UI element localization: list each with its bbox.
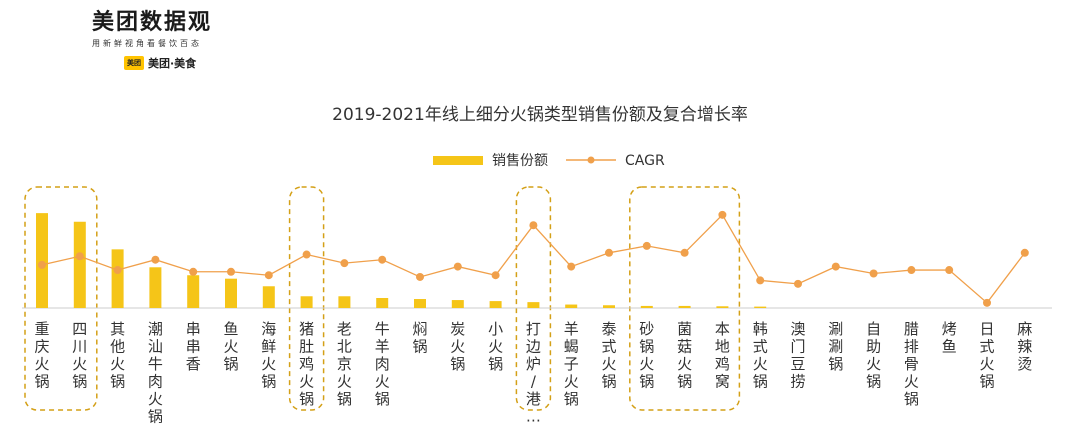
cagr-point [113, 266, 122, 275]
cagr-point [869, 269, 878, 278]
cagr-point [340, 259, 349, 268]
category-label: 焖锅 [412, 320, 427, 356]
category-label: 串串香 [186, 320, 201, 373]
category-label: 猪肚鸡火锅 [299, 320, 314, 408]
logo-main-text: 美团数据观 [92, 10, 213, 35]
bar [754, 306, 767, 308]
cagr-point [264, 271, 273, 280]
category-label: 鱼火锅 [223, 320, 238, 373]
bar [414, 299, 426, 308]
category-label: 烤鱼 [942, 320, 957, 356]
cagr-point [227, 267, 235, 276]
legend-line-label: CAGR [625, 153, 665, 169]
category-label: 海鲜火锅 [261, 320, 276, 391]
bar [187, 275, 200, 308]
cagr-point [38, 260, 46, 269]
category-label: 牛羊肉火锅 [375, 320, 390, 408]
brand-badge-icon: 美团 [124, 56, 144, 70]
chart-title: 2019-2021年线上细分火锅类型销售份额及复合增长率 [332, 105, 748, 125]
bar [451, 300, 464, 308]
bar [225, 278, 237, 308]
bar [640, 305, 653, 308]
cagr-point [642, 241, 651, 250]
logo: 美团数据观 用新鲜视角看餐饮百态 美团 美团·美食 [92, 10, 272, 80]
cagr-point [378, 255, 387, 264]
bar [262, 286, 275, 308]
legend-bar-swatch [433, 156, 483, 165]
bar [716, 306, 729, 308]
cagr-point [302, 250, 311, 259]
cagr-point [756, 276, 765, 285]
bar [338, 296, 351, 308]
logo-brand: 美团 美团·美食 [124, 55, 272, 71]
bar [376, 297, 389, 308]
cagr-point [605, 248, 613, 257]
bar [678, 305, 691, 308]
logo-tagline: 用新鲜视角看餐饮百态 [92, 39, 202, 48]
cagr-point [416, 272, 424, 281]
category-label: 腊排骨火锅 [904, 320, 919, 408]
category-label: 韩式火锅 [753, 320, 768, 391]
category-label: 麻辣烫 [1017, 320, 1032, 373]
cagr-point [680, 248, 689, 257]
highlight-box [629, 186, 741, 411]
cagr-point [718, 210, 727, 219]
bar [565, 304, 578, 308]
bar [603, 305, 615, 308]
category-label: 本地鸡窝 [715, 320, 730, 391]
cagr-point [794, 279, 802, 288]
highlight-box [515, 186, 552, 411]
cagr-point [907, 266, 916, 275]
category-label: 小火锅 [488, 320, 503, 373]
bar [73, 221, 86, 308]
bar [527, 302, 540, 308]
category-label: 日式火锅 [979, 320, 994, 391]
category-label: 自助火锅 [866, 320, 881, 391]
category-label: 菌菇火锅 [677, 320, 692, 391]
category-label: 泰式火锅 [601, 320, 616, 391]
cagr-point [491, 271, 500, 280]
bar [489, 301, 502, 308]
bar [111, 249, 124, 308]
category-label: 其他火锅 [110, 320, 125, 391]
category-label: 重庆火锅 [34, 320, 49, 391]
cagr-point [189, 267, 198, 276]
logo-brand-text: 美团·美食 [148, 57, 197, 70]
cagr-point [529, 221, 538, 230]
category-label: 炭火锅 [450, 320, 465, 373]
cagr-point [151, 255, 160, 264]
category-label: 老北京火锅 [337, 320, 352, 408]
highlight-box [288, 186, 325, 411]
cagr-point [75, 252, 84, 261]
category-label: 澳门豆捞 [790, 320, 805, 391]
category-label: 涮涮锅 [828, 320, 843, 373]
category-label: 潮汕牛肉火锅 [148, 320, 163, 426]
bar [300, 296, 313, 308]
legend-line-marker [587, 156, 595, 164]
cagr-point [945, 266, 954, 275]
cagr-point [567, 262, 576, 271]
category-label: 羊蝎子火锅 [564, 320, 579, 408]
category-label: 打边炉/港… [526, 320, 541, 426]
cagr-point [831, 262, 840, 271]
highlight-box [24, 186, 98, 411]
cagr-point [1020, 248, 1029, 257]
cagr-point [983, 298, 991, 307]
category-label: 四川火锅 [72, 320, 87, 391]
category-label: 砂锅火锅 [639, 320, 654, 391]
cagr-point [453, 262, 462, 271]
legend-bar-label: 销售份额 [492, 153, 548, 169]
bar [36, 213, 48, 308]
bar [149, 267, 162, 308]
